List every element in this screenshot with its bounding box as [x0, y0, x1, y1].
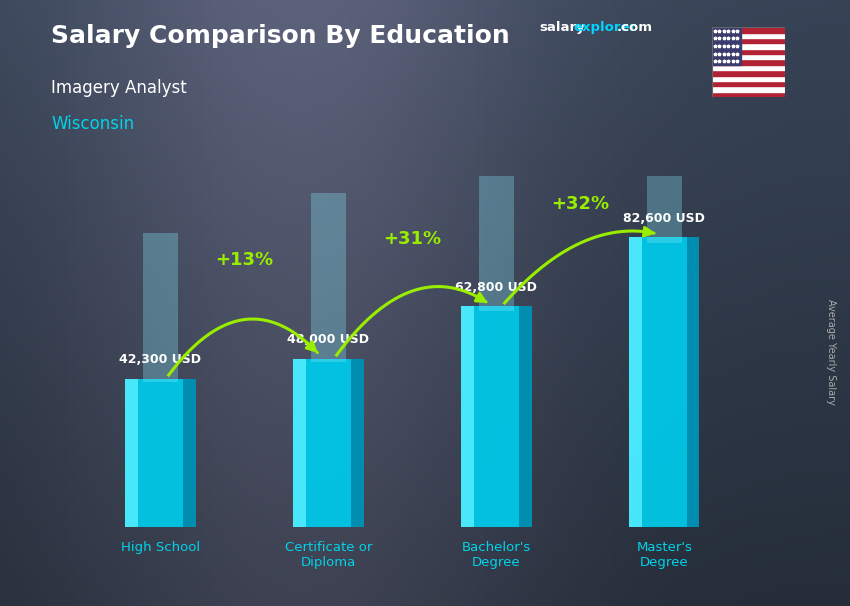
Text: +13%: +13%: [215, 251, 274, 269]
Bar: [125, 379, 138, 527]
Text: Imagery Analyst: Imagery Analyst: [51, 79, 187, 97]
Bar: [351, 359, 364, 527]
Text: explorer: explorer: [574, 21, 637, 34]
Bar: [310, 193, 346, 362]
Bar: [293, 359, 306, 527]
Bar: [293, 359, 364, 527]
Bar: [712, 65, 785, 70]
Bar: [647, 0, 682, 243]
Bar: [479, 90, 514, 311]
Bar: [461, 307, 531, 527]
Bar: [687, 237, 700, 527]
Bar: [712, 86, 785, 92]
Bar: [629, 237, 642, 527]
Bar: [183, 379, 196, 527]
Bar: [712, 27, 785, 33]
Text: 62,800 USD: 62,800 USD: [456, 281, 537, 294]
Bar: [712, 54, 785, 59]
Bar: [712, 59, 785, 65]
Bar: [712, 48, 785, 54]
Text: +32%: +32%: [551, 195, 609, 213]
Bar: [712, 70, 785, 76]
Bar: [712, 27, 741, 65]
Text: 48,000 USD: 48,000 USD: [287, 333, 369, 346]
Bar: [712, 81, 785, 86]
Text: .com: .com: [617, 21, 653, 34]
Bar: [712, 92, 785, 97]
Text: Salary Comparison By Education: Salary Comparison By Education: [51, 24, 510, 48]
Bar: [712, 33, 785, 38]
Bar: [518, 307, 531, 527]
Text: 42,300 USD: 42,300 USD: [119, 353, 201, 366]
Text: +31%: +31%: [383, 230, 441, 248]
Bar: [125, 379, 196, 527]
Text: 82,600 USD: 82,600 USD: [623, 211, 705, 225]
Bar: [461, 307, 473, 527]
Bar: [712, 38, 785, 44]
Text: Average Yearly Salary: Average Yearly Salary: [826, 299, 836, 404]
Bar: [712, 76, 785, 81]
Bar: [143, 233, 178, 382]
Bar: [712, 44, 785, 48]
Text: Wisconsin: Wisconsin: [51, 115, 134, 133]
Text: salary: salary: [540, 21, 586, 34]
Bar: [629, 237, 700, 527]
